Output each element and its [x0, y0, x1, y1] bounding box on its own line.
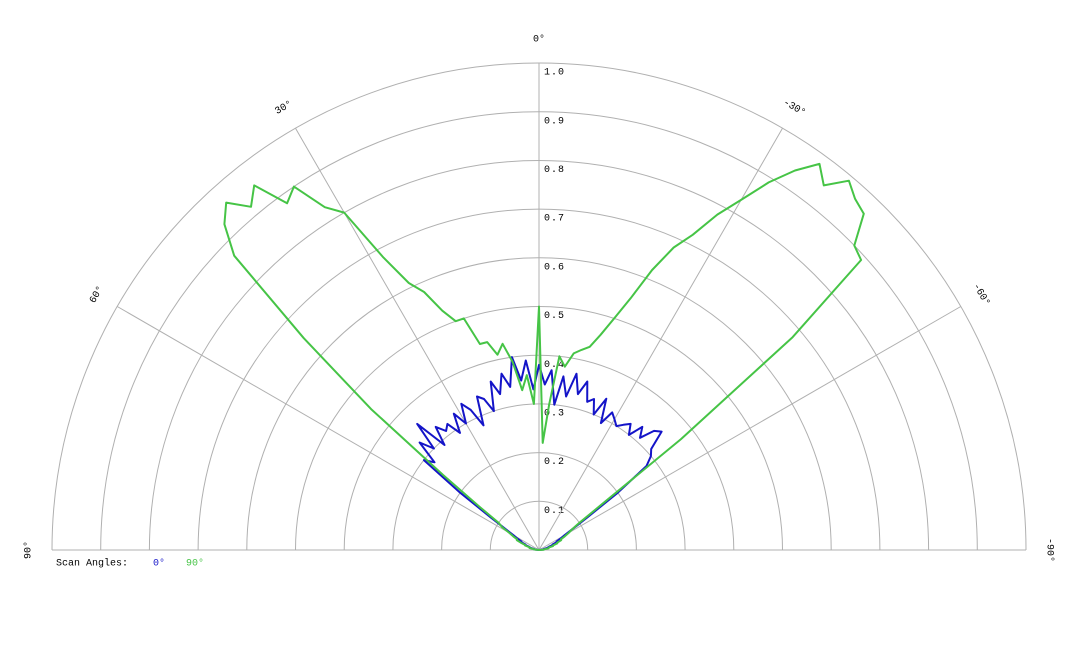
- legend-title: Scan Angles:: [56, 558, 128, 570]
- grid-spoke: [295, 127, 540, 551]
- theta-tick-label: -30°: [781, 97, 808, 119]
- theta-tick-label: -60°: [970, 281, 992, 308]
- theta-tick-label: -90°: [1043, 538, 1055, 562]
- grid-spoke: [538, 127, 783, 551]
- r-tick-label: 0.2: [544, 457, 565, 468]
- r-tick-label: 0.4: [544, 360, 565, 371]
- r-tick-label: 0.1: [544, 506, 565, 517]
- r-tick-label: 0.8: [544, 165, 565, 176]
- series-line: [223, 162, 865, 551]
- grid-spoke: [116, 306, 540, 551]
- r-tick-label: 0.5: [544, 311, 565, 322]
- theta-tick-label: 60°: [87, 284, 106, 306]
- r-tick-label: 1.0: [544, 68, 565, 79]
- grid-spoke: [538, 306, 962, 551]
- r-tick-label: 0.3: [544, 409, 565, 420]
- legend-entry: 90°: [186, 558, 204, 570]
- r-tick-label: 0.6: [544, 262, 565, 273]
- theta-tick-label: 30°: [273, 98, 295, 117]
- theta-tick-label: 90°: [23, 541, 35, 559]
- theta-tick-label: 0°: [533, 34, 545, 46]
- legend-entry: 0°: [153, 558, 165, 570]
- r-tick-label: 0.9: [544, 116, 565, 127]
- r-tick-label: 0.7: [544, 214, 565, 225]
